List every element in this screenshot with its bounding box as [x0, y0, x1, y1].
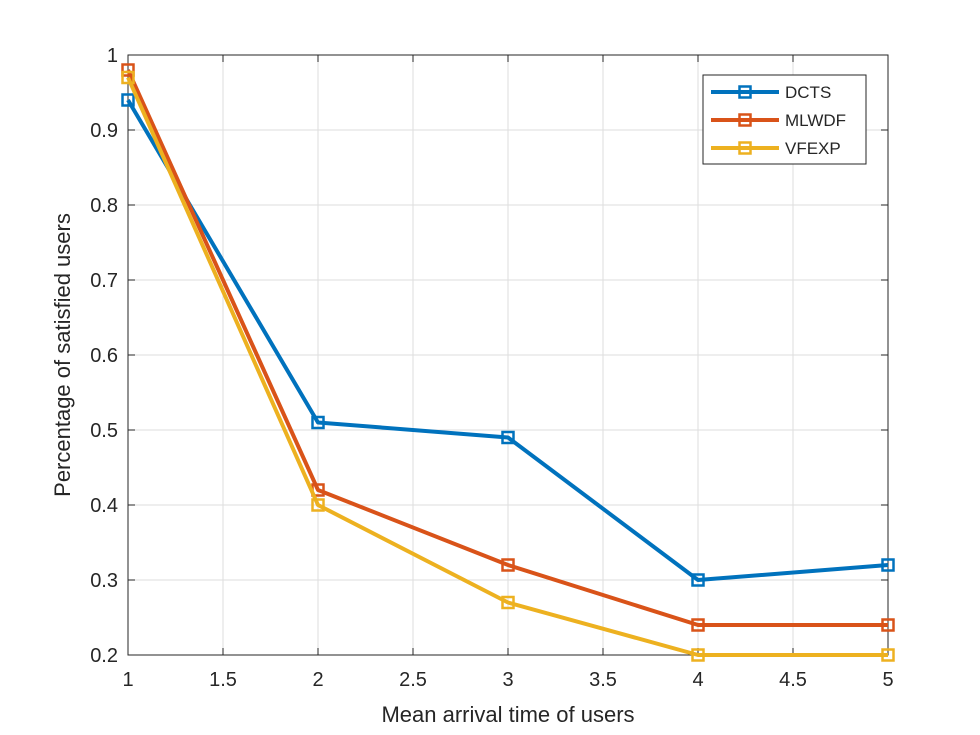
legend-label-mlwdf: MLWDF [785, 111, 846, 130]
x-tick-label: 5 [882, 669, 893, 691]
x-tick-label: 1.5 [209, 669, 237, 691]
y-tick-label: 0.3 [90, 570, 118, 592]
axis-ticks [127, 54, 889, 656]
y-axis-title: Percentage of satisfied users [50, 213, 75, 497]
y-tick-label: 0.7 [90, 270, 118, 292]
data-point-vfexp [311, 498, 325, 512]
legend-item-dcts: DCTS [711, 83, 831, 102]
x-tick-label: 2.5 [399, 669, 427, 691]
data-point-vfexp [501, 595, 515, 610]
x-tick-label: 4.5 [779, 669, 807, 691]
legend: DCTS MLWDF VFEXP [702, 74, 867, 165]
x-tick-labels: 1 1.5 2 2.5 3 3.5 4 4.5 5 [122, 669, 893, 691]
y-tick-labels: 0.2 0.3 0.4 0.5 0.6 0.7 0.8 0.9 1 [90, 45, 118, 667]
series-vfexp [121, 70, 895, 662]
legend-label-dcts: DCTS [785, 83, 831, 102]
series-dcts [121, 93, 895, 587]
data-point-mlwdf [121, 63, 135, 77]
x-tick-label: 3.5 [589, 669, 617, 691]
legend-marker-vfexp [738, 141, 752, 155]
data-point-mlwdf [881, 618, 895, 632]
data-point-dcts [311, 415, 325, 430]
y-tick-label: 0.2 [90, 645, 118, 667]
data-point-dcts [881, 558, 895, 572]
x-tick-label: 3 [502, 669, 513, 691]
x-tick-label: 1 [122, 669, 133, 691]
x-tick-label: 2 [312, 669, 323, 691]
legend-marker-mlwdf [738, 113, 752, 127]
data-point-vfexp [881, 648, 895, 662]
y-tick-label: 0.4 [90, 495, 118, 517]
data-point-dcts [691, 573, 705, 587]
data-point-mlwdf [691, 618, 705, 632]
series-line-vfexp [126, 76, 888, 657]
y-tick-label: 1 [107, 45, 118, 67]
y-tick-label: 0.9 [90, 120, 118, 142]
series-group [121, 63, 895, 662]
legend-label-vfexp: VFEXP [785, 139, 841, 158]
legend-item-vfexp: VFEXP [711, 139, 841, 158]
y-tick-label: 0.5 [90, 420, 118, 442]
x-axis-title: Mean arrival time of users [381, 702, 634, 727]
legend-item-mlwdf: MLWDF [711, 111, 846, 130]
data-point-vfexp [121, 70, 135, 85]
y-tick-label: 0.8 [90, 195, 118, 217]
data-point-dcts [501, 430, 515, 445]
x-tick-label: 4 [692, 669, 703, 691]
data-point-dcts [121, 93, 135, 107]
series-line-mlwdf [126, 69, 888, 627]
series-line-dcts [126, 98, 889, 582]
legend-marker-dcts [738, 85, 752, 99]
data-point-vfexp [691, 648, 705, 662]
y-tick-label: 0.6 [90, 345, 118, 367]
series-mlwdf [121, 63, 895, 632]
data-point-mlwdf [501, 558, 515, 572]
